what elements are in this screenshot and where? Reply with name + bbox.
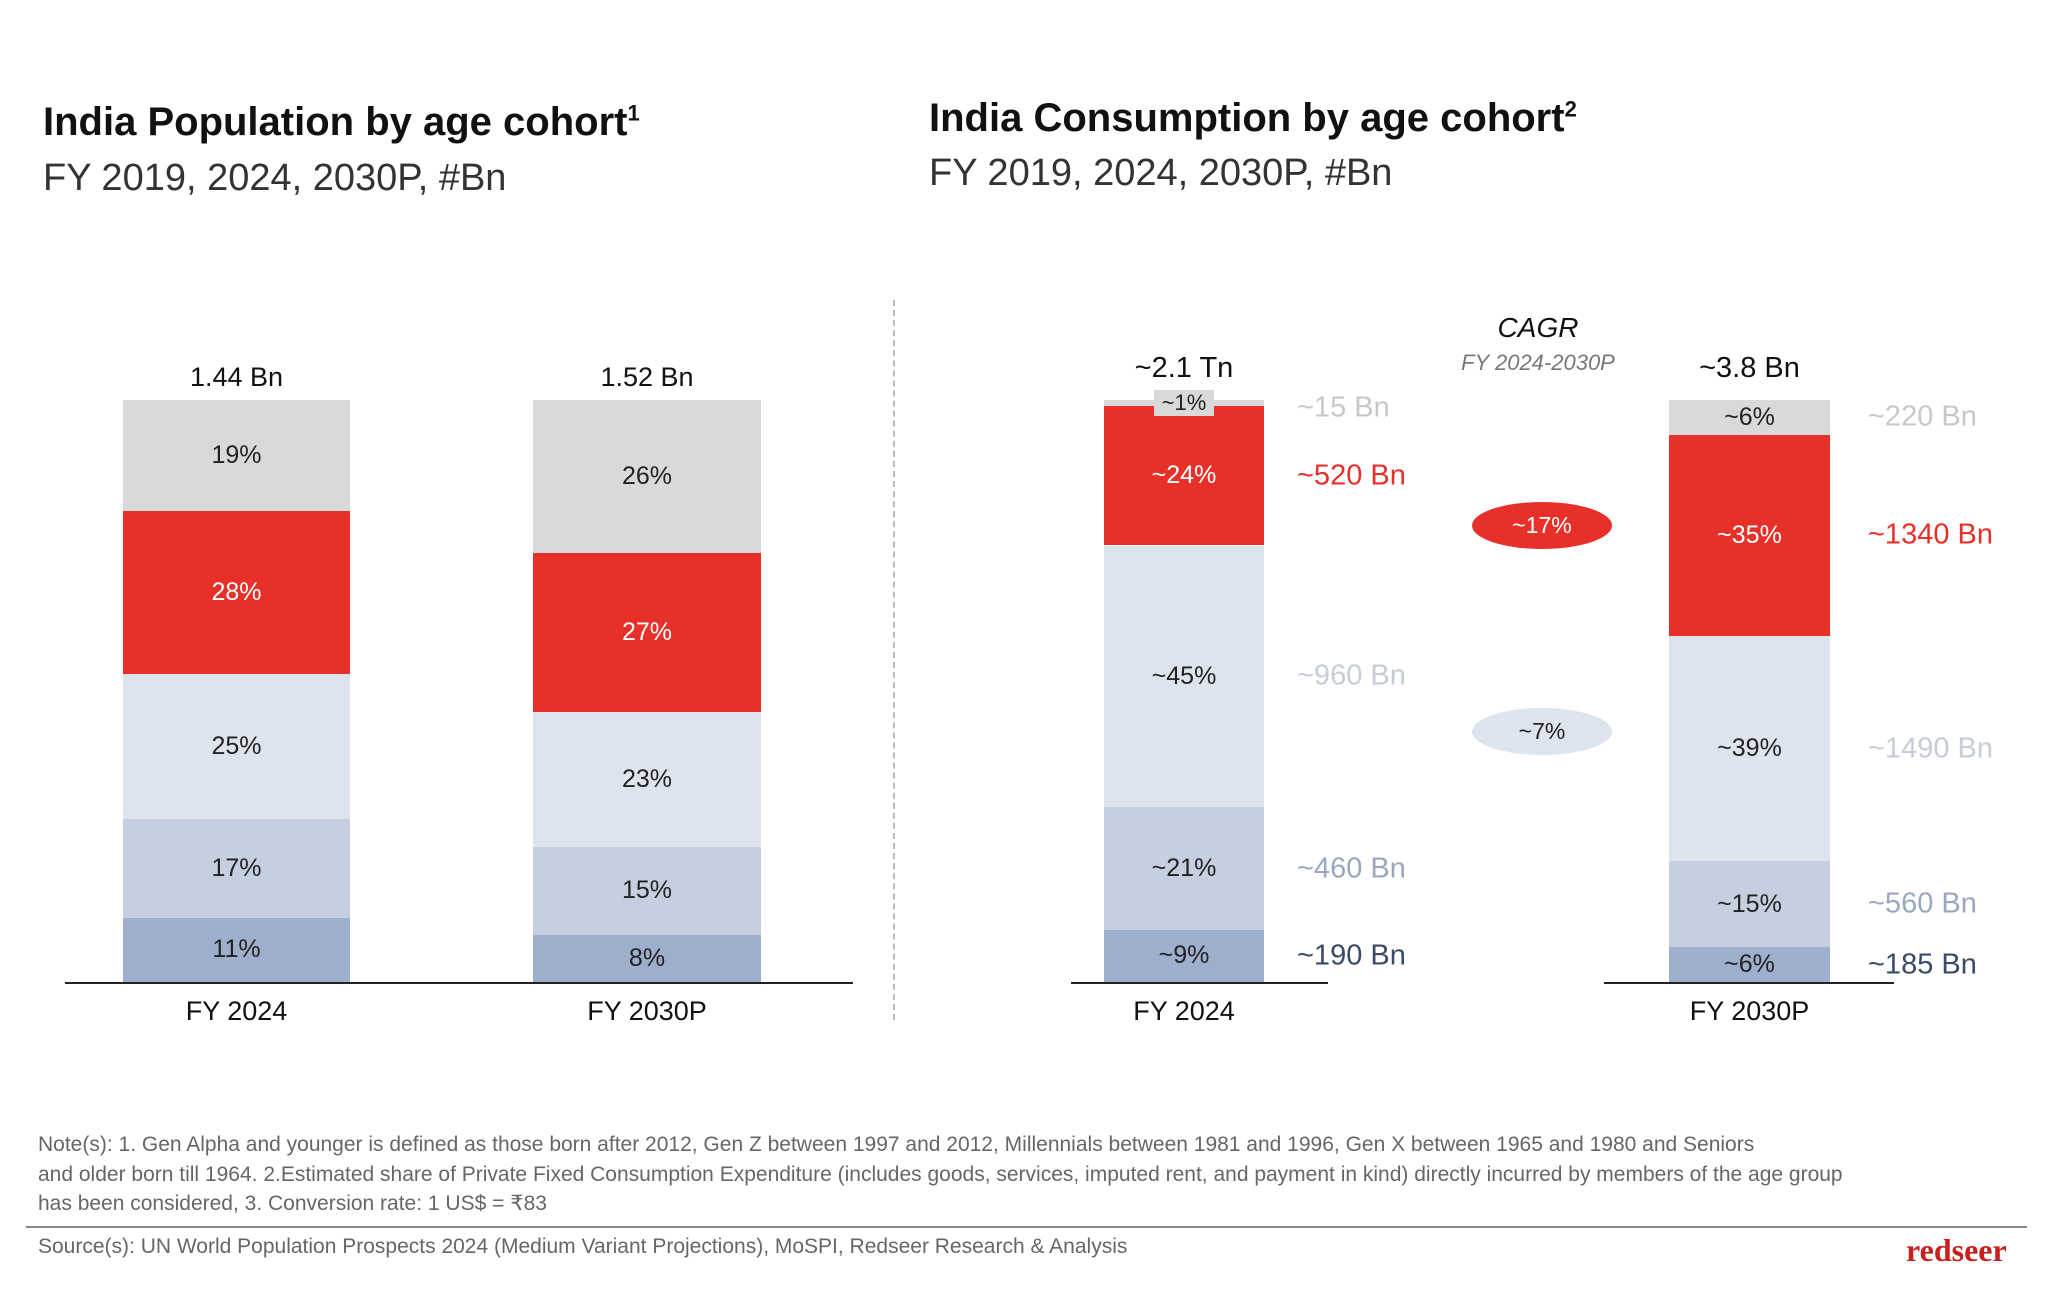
left-title-text: India Population by age cohort	[43, 100, 628, 144]
bar-segment: 27%	[533, 552, 761, 712]
right-title-text: India Consumption by age cohort	[929, 96, 1565, 140]
redseer-logo: redseer	[1906, 1232, 2007, 1268]
segment-label: ~21%	[1151, 854, 1217, 882]
left-chart-subtitle: FY 2019, 2024, 2030P, #Bn	[43, 157, 507, 199]
bar-segment: ~39%	[1669, 636, 1830, 861]
bar-segment: ~21%	[1104, 807, 1264, 930]
amount-label: ~560 Bn	[1868, 887, 1977, 920]
bar-segment: ~45%	[1104, 545, 1264, 808]
segment-label: ~9%	[1158, 941, 1210, 970]
bar-segment: 25%	[123, 673, 350, 820]
bar-segment: 23%	[533, 711, 761, 847]
bar-segment: ~1%	[1104, 390, 1264, 416]
bar-segment: ~24%	[1104, 405, 1264, 546]
baseline-fy2030	[1604, 982, 1894, 984]
amount-label: ~520 Bn	[1297, 459, 1406, 492]
segment-label: ~15%	[1717, 889, 1782, 918]
segment-label: 15%	[621, 876, 673, 905]
bar-segment: 28%	[123, 510, 350, 674]
left-baseline	[65, 982, 853, 984]
footnote-ref: 1	[627, 100, 640, 126]
segment-label: 17%	[211, 854, 262, 882]
segment-label: ~35%	[1717, 520, 1782, 549]
segment-label: ~24%	[1151, 461, 1217, 490]
source: Source(s): UN World Population Prospects…	[38, 1235, 1128, 1258]
bar-segment: ~6%	[1669, 400, 1830, 435]
bar-total-label: ~2.1 Tn	[1134, 352, 1234, 384]
x-axis-label: FY 2024	[185, 996, 288, 1026]
amount-label: ~190 Bn	[1297, 939, 1406, 972]
note-line: has been considered, 3. Conversion rate:…	[38, 1192, 547, 1215]
segment-label: 28%	[211, 577, 262, 606]
footnote-ref: 2	[1564, 96, 1577, 122]
bar-segment: 17%	[123, 819, 350, 918]
bar-segment: 11%	[123, 917, 350, 982]
cagr-period: FY 2024-2030P	[1461, 350, 1615, 375]
divider	[893, 300, 895, 1020]
segment-label: ~45%	[1151, 661, 1217, 690]
bar-segment: ~9%	[1104, 929, 1264, 982]
amount-label: ~1340 Bn	[1868, 518, 1993, 551]
bar-total-label: 1.52 Bn	[600, 362, 694, 392]
bar-total-label: ~3.8 Bn	[1699, 352, 1800, 384]
amount-label: ~960 Bn	[1297, 659, 1406, 692]
note-line: Note(s): 1. Gen Alpha and younger is def…	[38, 1133, 1755, 1156]
x-axis-label: FY 2030P	[1689, 996, 1810, 1026]
segment-label: 8%	[628, 943, 666, 972]
amount-label: ~15 Bn	[1297, 391, 1390, 424]
baseline-fy2024	[1071, 982, 1328, 984]
segment-label: ~6%	[1724, 950, 1775, 979]
segment-label: 27%	[621, 617, 673, 646]
segment-label: ~6%	[1724, 402, 1775, 431]
bar-total-label: 1.44 Bn	[189, 362, 284, 392]
segment-label: 19%	[211, 440, 262, 469]
bar-segment: ~35%	[1669, 434, 1830, 637]
note-line: and older born till 1964. 2.Estimated sh…	[38, 1162, 1843, 1186]
segment-label: 26%	[621, 461, 673, 490]
right-chart-title: India Consumption by age cohort2	[929, 96, 1577, 141]
segment-label: 11%	[212, 935, 261, 964]
cagr-oval-grey: ~7%	[1472, 708, 1612, 755]
amount-label: ~185 Bn	[1868, 948, 1977, 981]
bar-segment: 8%	[533, 934, 761, 982]
amount-label: ~460 Bn	[1297, 852, 1406, 884]
bar-segment: ~15%	[1669, 860, 1830, 948]
bar-segment: 19%	[123, 400, 350, 511]
x-axis-label: FY 2030P	[587, 996, 707, 1026]
left-chart-title: India Population by age cohort1	[43, 100, 640, 145]
right-chart-subtitle: FY 2019, 2024, 2030P, #Bn	[929, 152, 1393, 194]
segment-label: 23%	[621, 764, 673, 793]
notes: Note(s): 1. Gen Alpha and younger is def…	[38, 1130, 1843, 1219]
amount-label: ~1490 Bn	[1868, 732, 1993, 765]
bar-segment: 26%	[533, 400, 761, 553]
x-axis-label: FY 2024	[1133, 996, 1235, 1026]
footer-divider	[26, 1226, 2027, 1228]
amount-label: ~220 Bn	[1868, 400, 1977, 433]
cagr-title: CAGR	[1497, 312, 1579, 343]
bar-segment: ~6%	[1669, 947, 1830, 982]
bar-segment: 15%	[533, 846, 761, 935]
cagr-oval-red: ~17%	[1472, 502, 1612, 549]
segment-label: ~1%	[1153, 390, 1215, 416]
segment-label: ~39%	[1717, 734, 1782, 763]
segment-label: 25%	[211, 731, 262, 760]
